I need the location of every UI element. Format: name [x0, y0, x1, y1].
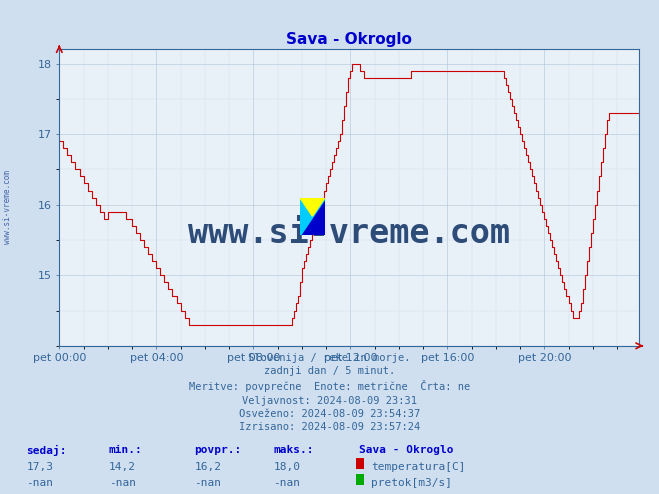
Text: 14,2: 14,2 — [109, 462, 136, 472]
Text: Slovenija / reke in morje.
zadnji dan / 5 minut.
Meritve: povprečne  Enote: metr: Slovenija / reke in morje. zadnji dan / … — [189, 353, 470, 432]
Text: maks.:: maks.: — [273, 445, 314, 454]
Polygon shape — [300, 198, 325, 216]
Polygon shape — [300, 198, 325, 235]
Text: sedaj:: sedaj: — [26, 445, 67, 455]
Text: -nan: -nan — [109, 478, 136, 488]
Bar — [300, 198, 325, 216]
Text: 17,3: 17,3 — [26, 462, 53, 472]
Text: 16,2: 16,2 — [194, 462, 221, 472]
Text: www.si-vreme.com: www.si-vreme.com — [188, 217, 510, 249]
Text: temperatura[C]: temperatura[C] — [371, 462, 465, 472]
Text: -nan: -nan — [194, 478, 221, 488]
Title: Sava - Okroglo: Sava - Okroglo — [286, 32, 413, 47]
Text: povpr.:: povpr.: — [194, 445, 242, 454]
Text: -nan: -nan — [273, 478, 301, 488]
Text: pretok[m3/s]: pretok[m3/s] — [371, 478, 452, 488]
Text: www.si-vreme.com: www.si-vreme.com — [3, 170, 13, 245]
Text: Sava - Okroglo: Sava - Okroglo — [359, 445, 453, 454]
Text: -nan: -nan — [26, 478, 53, 488]
Polygon shape — [300, 198, 325, 235]
Text: 18,0: 18,0 — [273, 462, 301, 472]
Text: min.:: min.: — [109, 445, 142, 454]
